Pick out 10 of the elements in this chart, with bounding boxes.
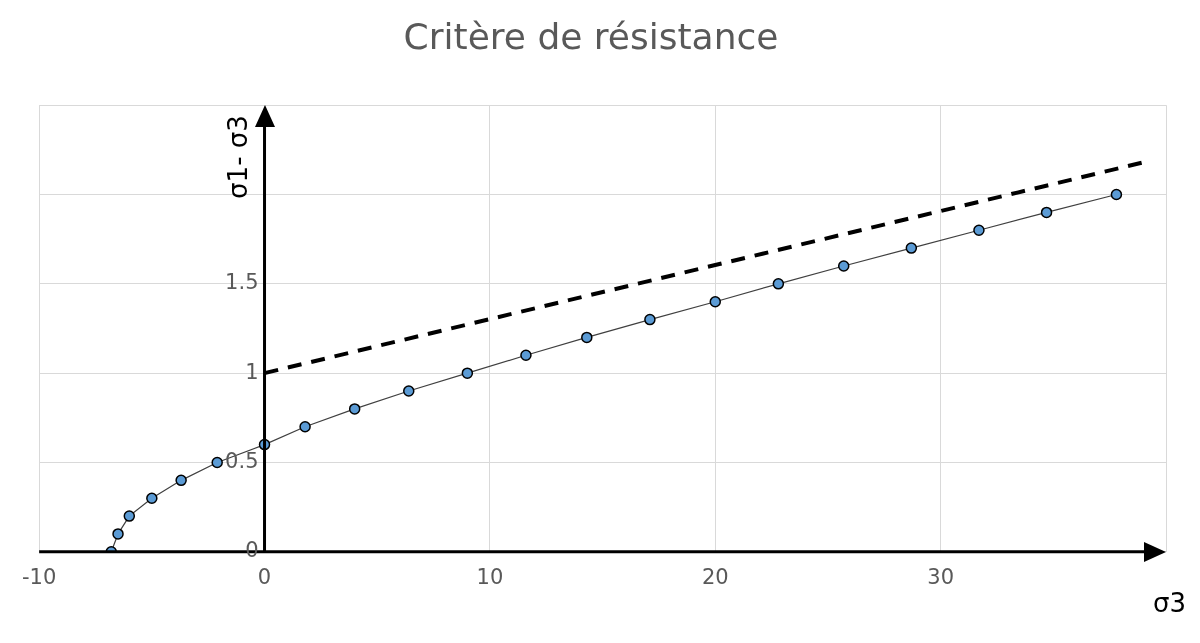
x-tick-label: 10 [476, 564, 504, 589]
x-tick-label: 20 [701, 564, 729, 589]
chart-title: Critère de résistance [403, 15, 779, 57]
x-axis-title: σ3 [1152, 587, 1186, 618]
y-tick-label: 1.5 [225, 270, 259, 295]
x-tick-label: 30 [927, 564, 954, 589]
x-tick-label: -10 [21, 564, 57, 589]
y-tick-label: 0.5 [225, 448, 259, 473]
y-tick-label: 1 [245, 359, 259, 384]
y-axis-title: σ1- σ3 [223, 115, 254, 199]
